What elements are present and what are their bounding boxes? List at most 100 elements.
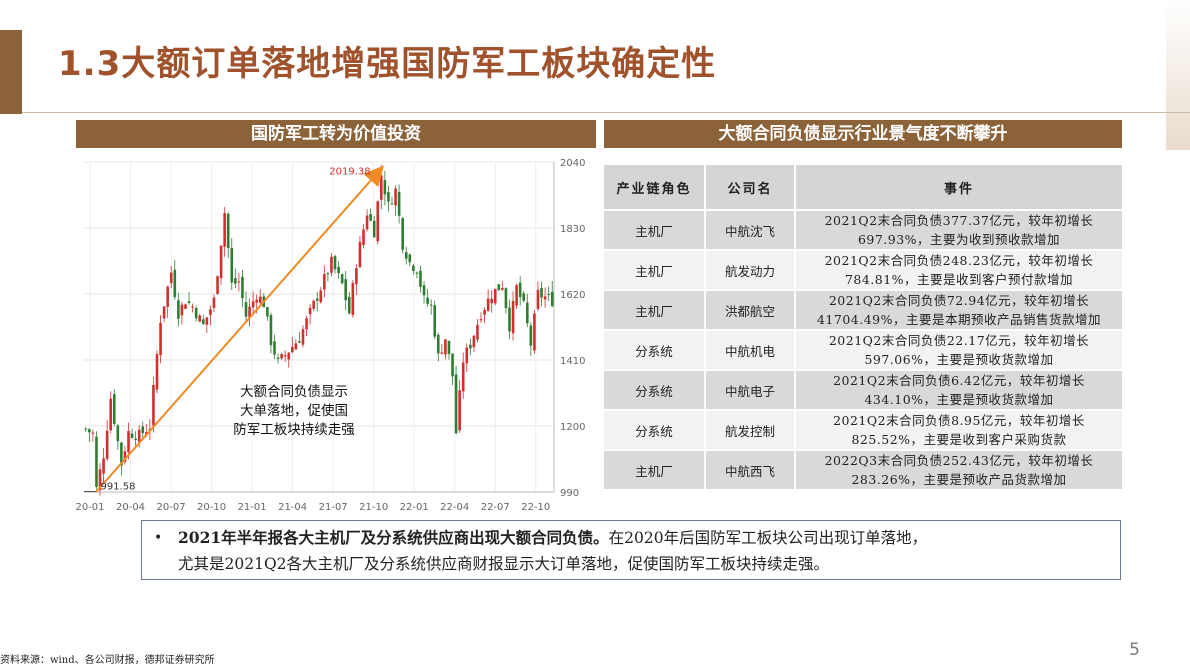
trend-note-line: 大单落地，促使国 xyxy=(240,402,348,419)
y-tick-label: 990 xyxy=(560,488,579,499)
candle-body xyxy=(241,276,244,299)
candle-body xyxy=(461,362,465,392)
candle-body xyxy=(486,298,490,311)
candle-body xyxy=(205,317,209,325)
candle-body xyxy=(515,285,518,306)
x-tick-label: 22-10 xyxy=(521,502,550,513)
event-line-1: 2021Q2末合同负债8.95亿元，较年初增长 xyxy=(833,413,1085,428)
candle-body xyxy=(483,309,486,315)
candle-body xyxy=(433,305,437,337)
candle-body xyxy=(130,433,134,438)
row-role: 主机厂 xyxy=(604,209,706,250)
candle-body xyxy=(184,304,187,309)
candle-body xyxy=(340,274,344,284)
candle-body xyxy=(216,276,219,294)
candle-body xyxy=(169,272,173,284)
x-tick-label: 20-10 xyxy=(197,502,226,513)
summary-text-line1: 在2020年后国防军工板块公司出现订单落地， xyxy=(608,529,928,547)
candle-body xyxy=(137,429,141,442)
candle-body xyxy=(102,458,105,474)
candle-body xyxy=(298,341,301,343)
candle-body xyxy=(444,339,447,355)
row-company: 中航沈飞 xyxy=(705,209,796,250)
row-role: 分系统 xyxy=(604,409,706,450)
candle-body xyxy=(323,274,326,290)
row-role: 主机厂 xyxy=(604,249,706,290)
candle-body xyxy=(501,288,504,290)
candle-body xyxy=(308,307,312,315)
contract-liability-table-wrapper: 产业链角色 公司名 事件 主机厂 中航沈飞 2021Q2末合同负债377.37亿… xyxy=(604,165,1122,489)
slide-title: 1.3大额订单落地增强国防军工板块确定性 xyxy=(58,44,717,84)
candle-body xyxy=(266,307,269,317)
candle-body xyxy=(290,346,294,353)
candle-body xyxy=(401,218,404,250)
row-event: 2021Q2末合同负债72.94亿元，较年初增长 41704.49%，主要是本期预… xyxy=(795,289,1122,330)
candle-body xyxy=(201,319,205,324)
candle-body xyxy=(476,324,479,340)
candle-body xyxy=(152,385,155,426)
candle-body xyxy=(351,282,355,315)
row-company: 航发动力 xyxy=(705,249,796,290)
candle-body xyxy=(283,354,287,357)
candle-body xyxy=(120,442,123,466)
candle-body xyxy=(230,248,234,283)
candle-body xyxy=(91,432,95,434)
candle-body xyxy=(419,270,422,287)
candle-body xyxy=(162,306,166,319)
candle-body xyxy=(280,353,283,359)
row-role: 主机厂 xyxy=(604,289,706,330)
candle-body xyxy=(372,220,376,238)
row-role: 分系统 xyxy=(604,369,706,410)
y-tick-label: 2040 xyxy=(560,158,585,169)
event-line-1: 2021Q2末合同负债72.94亿元，较年初增长 xyxy=(828,293,1090,308)
source-note: 资料来源：wind、各公司财报，德邦证券研究所 xyxy=(0,655,215,666)
y-tick-label: 1620 xyxy=(560,290,585,301)
candle-body xyxy=(394,188,397,206)
candle-body xyxy=(112,394,116,424)
candle-body xyxy=(533,313,536,351)
candle-body xyxy=(344,279,348,301)
candle-body xyxy=(426,297,429,304)
title-divider xyxy=(22,112,1190,113)
candle-body xyxy=(255,299,258,303)
candle-body xyxy=(234,278,237,284)
x-tick-label: 21-04 xyxy=(278,502,307,513)
x-tick-label: 22-07 xyxy=(481,502,510,513)
candle-body xyxy=(380,175,383,200)
candle-body xyxy=(88,429,91,433)
trend-note-line: 大额合同负债显示 xyxy=(240,384,348,400)
candle-body xyxy=(301,329,305,345)
candle-body xyxy=(518,282,522,298)
candle-body xyxy=(127,430,130,453)
candle-body xyxy=(490,298,493,304)
table-row: 分系统 航发控制 2021Q2末合同负债8.95亿元，较年初增长 825.52%，… xyxy=(604,409,1122,450)
candle-body xyxy=(287,352,291,360)
candle-body xyxy=(404,252,408,259)
candle-body xyxy=(273,341,276,355)
row-company: 洪都航空 xyxy=(705,289,796,330)
x-tick-label: 21-01 xyxy=(238,502,267,513)
row-event: 2021Q2末合同负债6.42亿元，较年初增长 434.10%，主要是预收货款增加 xyxy=(795,369,1122,410)
candle-body xyxy=(465,347,469,364)
candle-body xyxy=(451,353,454,377)
trend-arrow xyxy=(95,165,384,493)
candle-body xyxy=(333,256,337,270)
candle-body xyxy=(397,192,401,216)
max-value-label: 2019.38 xyxy=(329,166,370,177)
page-number: 5 xyxy=(1129,640,1140,660)
table-row: 分系统 中航机电 2021Q2末合同负债22.17亿元，较年初增长 597.06%… xyxy=(604,329,1122,370)
candle-body xyxy=(105,430,109,459)
candle-body xyxy=(116,425,120,442)
table-row: 主机厂 中航沈飞 2021Q2末合同负债377.37亿元，较年初增长 697.93… xyxy=(604,209,1122,250)
candle-body xyxy=(412,265,415,271)
candle-body xyxy=(543,296,547,300)
event-line-2: 434.10%，主要是预收货款增加 xyxy=(864,392,1054,407)
x-tick-label: 20-04 xyxy=(116,502,145,513)
candle-body xyxy=(522,293,526,301)
candle-body xyxy=(198,315,202,322)
event-line-1: 2022Q3末合同负债252.43亿元，较年初增长 xyxy=(824,453,1094,468)
x-tick-label: 20-01 xyxy=(76,502,105,513)
candle-body xyxy=(355,268,358,285)
candle-body xyxy=(180,304,184,316)
candle-body xyxy=(95,436,98,487)
